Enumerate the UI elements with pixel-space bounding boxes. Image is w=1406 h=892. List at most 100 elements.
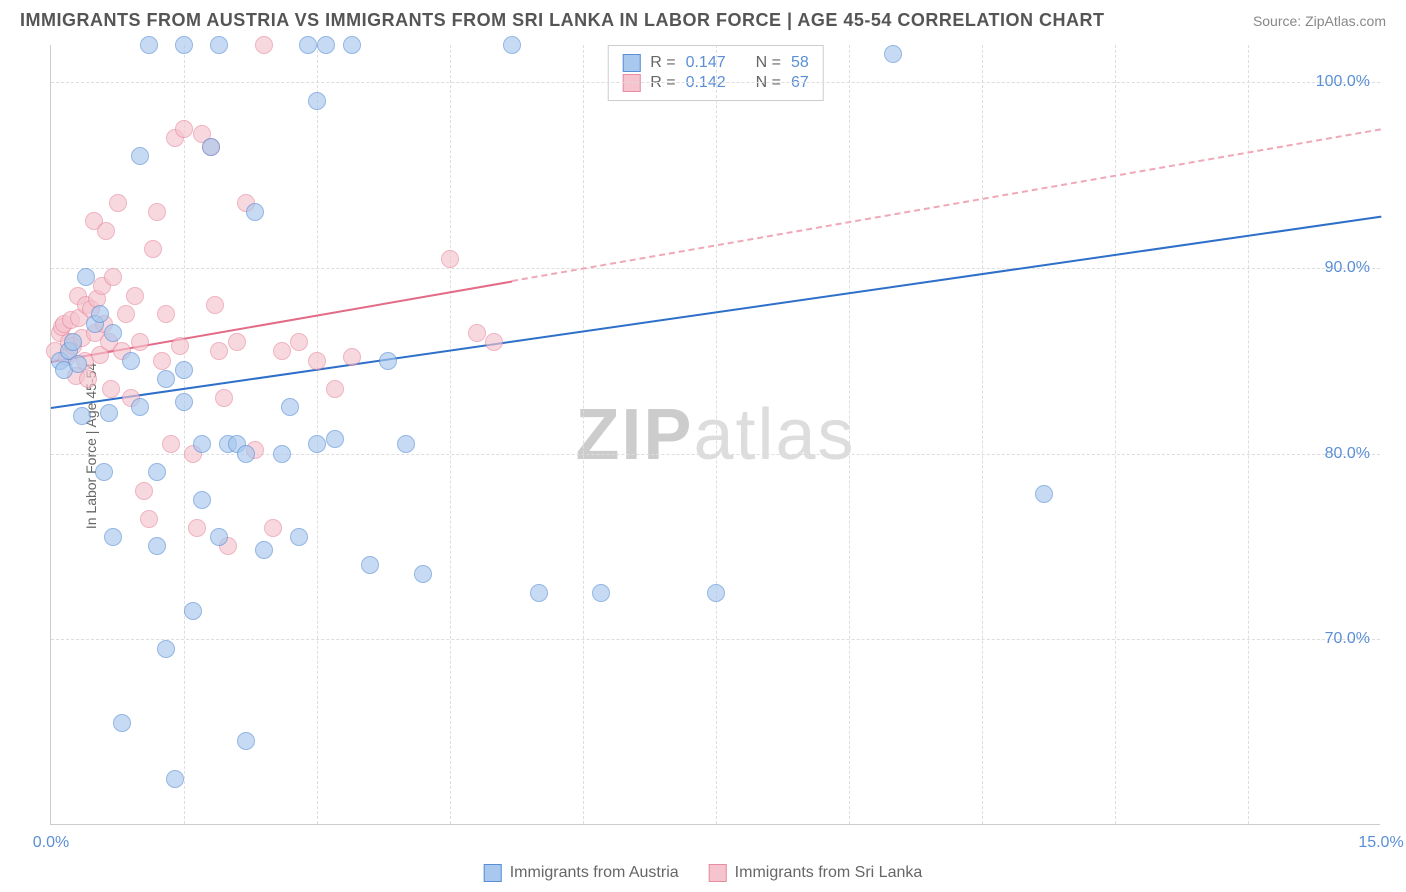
y-tick-label: 90.0%	[1325, 259, 1370, 277]
data-point	[148, 537, 166, 555]
data-point	[157, 370, 175, 388]
data-point	[707, 584, 725, 602]
data-point	[109, 194, 127, 212]
data-point	[264, 519, 282, 537]
data-point	[441, 250, 459, 268]
data-point	[237, 445, 255, 463]
data-point	[175, 120, 193, 138]
legend-swatch	[484, 864, 502, 882]
x-tick-label: 15.0%	[1358, 834, 1403, 852]
data-point	[144, 240, 162, 258]
data-point	[175, 361, 193, 379]
gridline-v	[583, 45, 584, 824]
data-point	[104, 324, 122, 342]
data-point	[175, 393, 193, 411]
data-point	[206, 296, 224, 314]
data-point	[299, 36, 317, 54]
y-tick-label: 70.0%	[1325, 630, 1370, 648]
r-label: R =	[650, 54, 675, 72]
data-point	[131, 147, 149, 165]
data-point	[255, 541, 273, 559]
data-point	[379, 352, 397, 370]
data-point	[64, 333, 82, 351]
data-point	[317, 36, 335, 54]
data-point	[79, 370, 97, 388]
data-point	[361, 556, 379, 574]
gridline-v	[184, 45, 185, 824]
data-point	[113, 714, 131, 732]
data-point	[77, 268, 95, 286]
data-point	[326, 380, 344, 398]
data-point	[95, 463, 113, 481]
data-point	[69, 355, 87, 373]
data-point	[343, 36, 361, 54]
data-point	[140, 36, 158, 54]
chart-plot-area: ZIPatlas R =0.147N =58R =0.142N =67 70.0…	[50, 45, 1380, 825]
data-point	[166, 770, 184, 788]
data-point	[140, 510, 158, 528]
data-point	[193, 491, 211, 509]
chart-title: IMMIGRANTS FROM AUSTRIA VS IMMIGRANTS FR…	[20, 10, 1105, 31]
data-point	[1035, 485, 1053, 503]
chart-header: IMMIGRANTS FROM AUSTRIA VS IMMIGRANTS FR…	[0, 0, 1406, 36]
gridline-v	[450, 45, 451, 824]
data-point	[210, 36, 228, 54]
data-point	[102, 380, 120, 398]
data-point	[290, 333, 308, 351]
data-point	[237, 732, 255, 750]
data-point	[326, 430, 344, 448]
data-point	[210, 342, 228, 360]
data-point	[343, 348, 361, 366]
data-point	[228, 333, 246, 351]
data-point	[485, 333, 503, 351]
data-point	[148, 203, 166, 221]
data-point	[255, 36, 273, 54]
data-point	[157, 305, 175, 323]
data-point	[153, 352, 171, 370]
data-point	[100, 404, 118, 422]
data-point	[202, 138, 220, 156]
n-value: 58	[791, 54, 809, 72]
data-point	[281, 398, 299, 416]
n-label: N =	[756, 54, 781, 72]
legend-swatch	[709, 864, 727, 882]
legend-item: Immigrants from Austria	[484, 864, 679, 882]
data-point	[91, 305, 109, 323]
data-point	[503, 36, 521, 54]
data-point	[210, 528, 228, 546]
bottom-legend: Immigrants from Austria Immigrants from S…	[484, 864, 923, 882]
gridline-v	[1248, 45, 1249, 824]
legend-label: Immigrants from Austria	[510, 864, 679, 882]
legend-swatch	[622, 54, 640, 72]
gridline-v	[1115, 45, 1116, 824]
data-point	[175, 36, 193, 54]
gridline-v	[849, 45, 850, 824]
data-point	[397, 435, 415, 453]
data-point	[73, 407, 91, 425]
x-tick-label: 0.0%	[33, 834, 69, 852]
data-point	[104, 268, 122, 286]
data-point	[468, 324, 486, 342]
data-point	[126, 287, 144, 305]
data-point	[188, 519, 206, 537]
data-point	[273, 445, 291, 463]
y-tick-label: 80.0%	[1325, 445, 1370, 463]
data-point	[157, 640, 175, 658]
data-point	[162, 435, 180, 453]
data-point	[290, 528, 308, 546]
data-point	[308, 352, 326, 370]
data-point	[122, 352, 140, 370]
gridline-v	[982, 45, 983, 824]
data-point	[135, 482, 153, 500]
data-point	[97, 222, 115, 240]
data-point	[215, 389, 233, 407]
data-point	[131, 333, 149, 351]
legend-label: Immigrants from Sri Lanka	[735, 864, 923, 882]
data-point	[184, 602, 202, 620]
data-point	[414, 565, 432, 583]
legend-item: Immigrants from Sri Lanka	[709, 864, 923, 882]
data-point	[193, 435, 211, 453]
gridline-v	[716, 45, 717, 824]
data-point	[273, 342, 291, 360]
data-point	[104, 528, 122, 546]
